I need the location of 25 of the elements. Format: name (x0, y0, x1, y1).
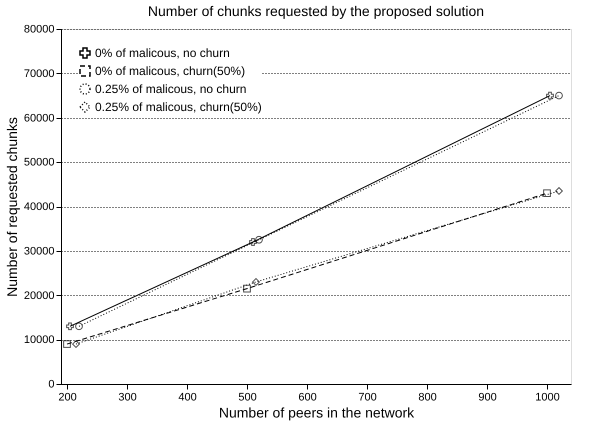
legend-label: 0.25% of malicous, churn(50%) (95, 100, 262, 114)
x-tick-label: 800 (418, 392, 437, 404)
y-tick-label: 0 (48, 378, 54, 390)
x-tick-label: 300 (118, 392, 137, 404)
legend-label: 0% of malicous, churn(50%) (95, 64, 246, 78)
y-tick-label: 40000 (24, 201, 54, 213)
y-axis-title: Number of requested chunks (4, 117, 20, 297)
x-tick-label: 200 (58, 392, 77, 404)
x-tick-label: 1000 (535, 392, 560, 404)
y-tick-label: 80000 (24, 24, 54, 36)
x-tick-label: 400 (178, 392, 197, 404)
x-axis-title: Number of peers in the network (218, 404, 416, 420)
x-tick-label: 900 (478, 392, 497, 404)
x-tick-label: 500 (238, 392, 257, 404)
y-tick-label: 30000 (24, 245, 54, 258)
chart-title: Number of chunks requested by the proposed solution (148, 3, 484, 19)
legend-label: 0% of malicous, no churn (95, 46, 230, 60)
legend-label: 0.25% of malicous, no churn (95, 82, 246, 96)
y-tick-label: 70000 (24, 68, 54, 80)
y-tick-label: 50000 (24, 156, 54, 169)
y-tick-label: 20000 (24, 290, 54, 302)
x-tick-label: 700 (358, 392, 377, 404)
y-tick-label: 60000 (24, 112, 54, 124)
y-tick-label: 10000 (24, 334, 54, 346)
x-tick-label: 600 (298, 392, 317, 404)
